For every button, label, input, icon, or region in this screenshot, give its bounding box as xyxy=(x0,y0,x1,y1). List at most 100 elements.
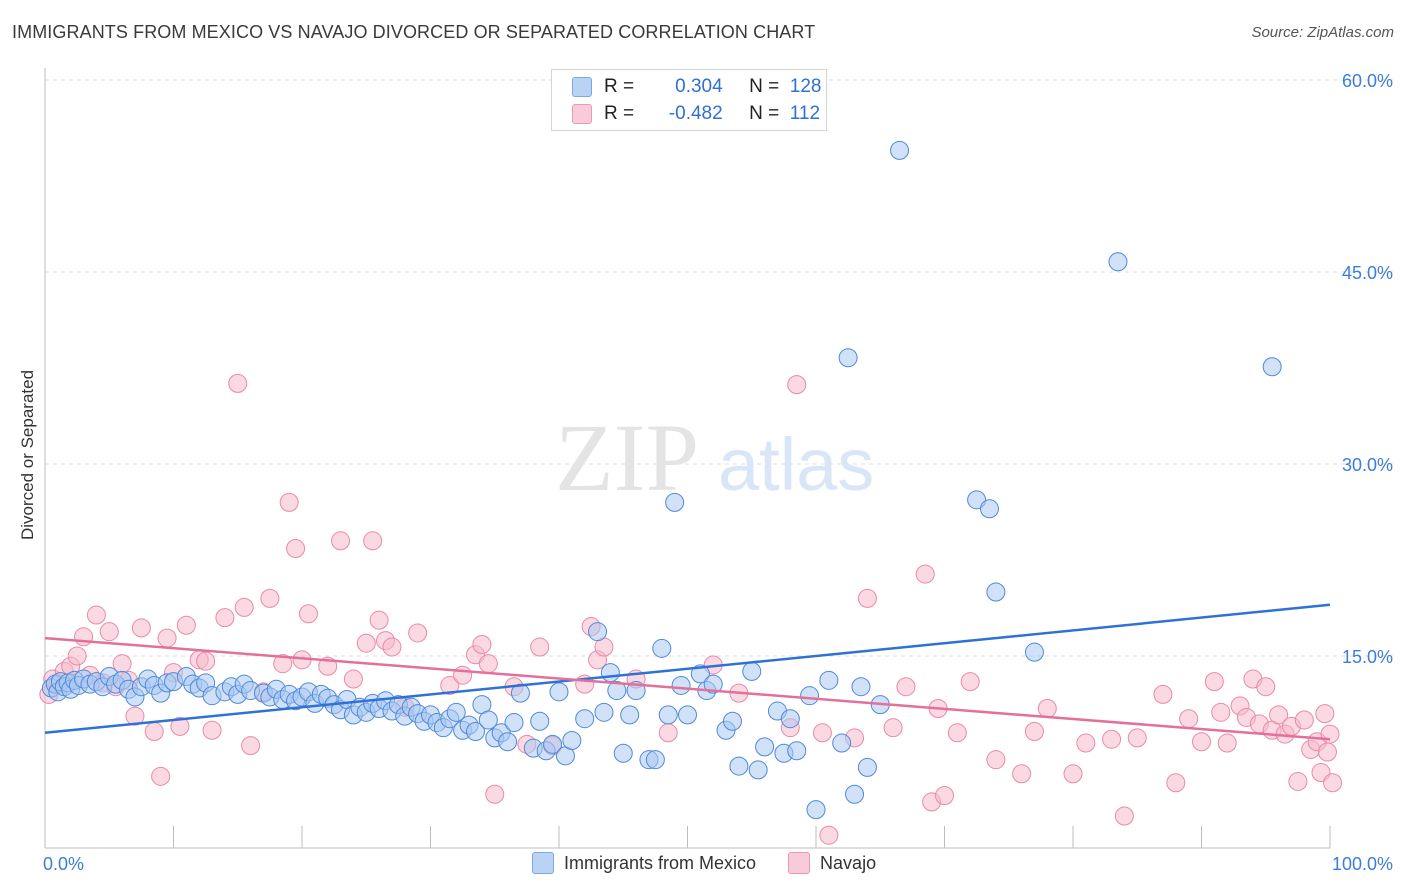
legend-n-value: 128 xyxy=(789,76,822,97)
mexico-point xyxy=(787,741,807,761)
navajo-point xyxy=(260,588,280,608)
navajo-point xyxy=(1037,698,1057,718)
navajo-point xyxy=(947,723,967,743)
navajo-point xyxy=(485,784,505,804)
navajo-point xyxy=(196,651,216,671)
mexico-point xyxy=(1108,252,1128,272)
mexico-point xyxy=(652,638,672,658)
y-tick-label: 60.0% xyxy=(1342,71,1393,91)
navajo-point xyxy=(896,677,916,697)
mexico-point xyxy=(722,711,742,731)
navajo-point xyxy=(176,615,196,635)
mexico-point xyxy=(543,734,563,754)
navajo-point xyxy=(915,564,935,584)
navajo-point xyxy=(530,637,550,657)
navajo-point xyxy=(1320,724,1340,744)
navajo-point xyxy=(1114,806,1134,826)
navajo-point xyxy=(1024,722,1044,742)
mexico-point xyxy=(498,732,518,752)
legend-r-value: 0.304 xyxy=(675,76,723,97)
mexico-point xyxy=(780,709,800,729)
navajo-point xyxy=(1323,773,1343,793)
navajo-point xyxy=(273,654,293,674)
mexico-point xyxy=(851,677,871,697)
series-legend: Immigrants from Mexico Navajo xyxy=(532,852,908,874)
navajo-point xyxy=(1166,773,1186,793)
mexico-point xyxy=(607,681,627,701)
navajo-point xyxy=(363,531,383,551)
navajo-point xyxy=(1012,764,1032,784)
legend-label-navajo: Navajo xyxy=(820,852,877,873)
navajo-point xyxy=(440,675,460,695)
mexico-point xyxy=(588,622,608,642)
x-tick-label: 0.0% xyxy=(43,854,84,874)
navajo-point xyxy=(1153,684,1173,704)
navajo-point xyxy=(356,633,376,653)
navajo-point xyxy=(408,623,428,643)
navajo-point xyxy=(1102,729,1122,749)
mexico-point xyxy=(658,705,678,725)
trend-lines xyxy=(44,603,1331,741)
navajo-point xyxy=(883,718,903,738)
mexico-point xyxy=(465,722,485,742)
navajo-point xyxy=(241,736,261,756)
legend-n-label: N = xyxy=(749,103,780,124)
pink-swatch xyxy=(788,852,811,874)
legend-item-mexico: Immigrants from Mexico xyxy=(532,852,756,874)
navajo-point xyxy=(125,706,145,726)
navajo-point xyxy=(935,786,954,806)
navajo-point xyxy=(86,605,106,625)
navajo-point xyxy=(472,634,492,654)
navajo-point xyxy=(1315,704,1335,724)
mexico-point xyxy=(838,348,858,368)
navajo-point xyxy=(1063,764,1083,784)
legend-n-value: 112 xyxy=(789,103,821,124)
mexico-trend-line xyxy=(44,603,1331,735)
navajo-point xyxy=(298,604,318,624)
mexico-point xyxy=(549,682,569,702)
mexico-point xyxy=(1262,357,1282,377)
y-tick-label: 45.0% xyxy=(1342,263,1393,283)
legend-r-value: -0.482 xyxy=(668,103,723,124)
mexico-point xyxy=(645,750,665,770)
navajo-point xyxy=(67,646,87,666)
mexico-point xyxy=(510,683,530,703)
mexico-point xyxy=(986,582,1006,602)
navajo-point xyxy=(228,373,248,393)
mexico-point xyxy=(613,743,633,763)
navajo-point xyxy=(343,669,363,689)
navajo-point xyxy=(382,637,402,657)
legend-row-mexico: R = 0.304 N = 128 xyxy=(572,74,821,100)
navajo-point xyxy=(1211,702,1231,722)
x-tick-label: 100.0% xyxy=(1332,854,1393,874)
mexico-point xyxy=(690,664,710,684)
navajo-point xyxy=(151,766,171,786)
legend-n-label: N = xyxy=(749,76,780,97)
stats-legend: R = 0.304 N = 128 R = -0.482 N = 112 xyxy=(551,69,827,131)
mexico-point xyxy=(806,800,826,820)
mexico-point xyxy=(1024,642,1044,662)
navajo-point xyxy=(215,608,235,628)
mexico-point xyxy=(800,686,820,706)
watermark-atlas: atlas xyxy=(718,423,874,506)
chart-title: IMMIGRANTS FROM MEXICO VS NAVAJO DIVORCE… xyxy=(12,22,816,42)
mexico-point xyxy=(478,710,498,730)
navajo-point xyxy=(170,716,190,736)
mexico-point xyxy=(446,702,466,722)
navajo-point xyxy=(1288,771,1308,791)
navajo-point xyxy=(857,588,877,608)
navajo-point xyxy=(286,538,306,558)
mexico-point xyxy=(755,737,775,757)
mexico-point xyxy=(671,675,691,695)
mexico-point xyxy=(748,760,768,780)
mexico-point xyxy=(575,709,595,729)
mexico-point xyxy=(594,702,614,722)
y-tick-label: 30.0% xyxy=(1342,455,1393,475)
navajo-point xyxy=(812,723,832,743)
legend-r-label: R = xyxy=(604,103,635,124)
legend-row-navajo: R = -0.482 N = 112 xyxy=(572,101,820,127)
navajo-point xyxy=(819,825,839,845)
navajo-point xyxy=(1256,677,1276,697)
navajo-point xyxy=(131,618,151,638)
